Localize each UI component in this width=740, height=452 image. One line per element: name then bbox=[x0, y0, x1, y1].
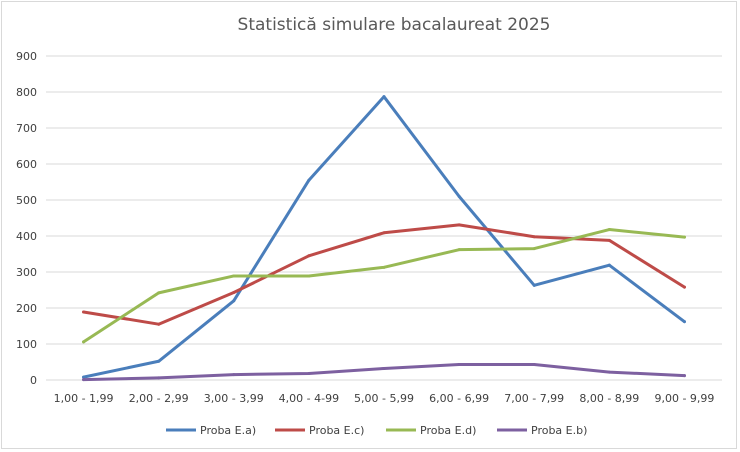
data-point bbox=[532, 283, 536, 287]
y-tick-label: 800 bbox=[16, 86, 37, 99]
data-point bbox=[382, 95, 386, 99]
data-point bbox=[82, 375, 86, 379]
data-point bbox=[682, 285, 686, 289]
x-tick-label: 2,00 - 2,99 bbox=[129, 392, 189, 405]
data-point bbox=[457, 363, 461, 367]
x-tick-label: 7,00 - 7,99 bbox=[504, 392, 564, 405]
data-point bbox=[682, 235, 686, 239]
data-point bbox=[382, 265, 386, 269]
gridlines bbox=[46, 55, 722, 381]
x-tick-label: 8,00 - 8,99 bbox=[579, 392, 639, 405]
data-point bbox=[532, 247, 536, 251]
data-point bbox=[157, 376, 161, 380]
data-point bbox=[307, 178, 311, 182]
series-line-3 bbox=[82, 228, 686, 344]
data-point bbox=[307, 274, 311, 278]
data-point bbox=[457, 194, 461, 198]
series-line-2 bbox=[82, 223, 686, 326]
x-tick-label: 1,00 - 1,99 bbox=[54, 392, 114, 405]
x-tick-label: 4,00 - 4-99 bbox=[279, 392, 339, 405]
data-point bbox=[157, 359, 161, 363]
data-point bbox=[82, 310, 86, 314]
y-tick-label: 900 bbox=[16, 50, 37, 63]
legend-label: Proba E.c) bbox=[309, 424, 364, 437]
chart-title: Statistică simulare bacalaureat 2025 bbox=[238, 15, 551, 35]
x-axis-ticks: 1,00 - 1,99 2,00 - 2,99 3,00 - 3,99 4,00 - … bbox=[54, 392, 715, 405]
data-point bbox=[82, 378, 86, 382]
data-point bbox=[607, 228, 611, 232]
legend-label: Proba E.b) bbox=[531, 424, 587, 437]
y-tick-label: 400 bbox=[16, 230, 37, 243]
data-point bbox=[232, 291, 236, 295]
data-point bbox=[157, 322, 161, 326]
y-tick-label: 0 bbox=[30, 374, 37, 387]
data-point bbox=[457, 248, 461, 252]
data-point bbox=[232, 373, 236, 377]
legend-label: Proba E.a) bbox=[200, 424, 256, 437]
data-point bbox=[457, 223, 461, 227]
data-point bbox=[682, 374, 686, 378]
x-tick-label: 6,00 - 6,99 bbox=[429, 392, 489, 405]
data-point bbox=[382, 231, 386, 235]
data-point bbox=[232, 299, 236, 303]
x-tick-label: 5,00 - 5,99 bbox=[354, 392, 414, 405]
data-point bbox=[532, 235, 536, 239]
x-tick-label: 9,00 - 9,99 bbox=[654, 392, 714, 405]
y-tick-label: 500 bbox=[16, 194, 37, 207]
legend: Proba E.a) Proba E.c) Proba E.d) Proba E.b) bbox=[166, 424, 587, 437]
series-line-1 bbox=[82, 95, 686, 379]
data-point bbox=[307, 254, 311, 258]
data-point bbox=[607, 263, 611, 267]
data-point bbox=[232, 274, 236, 278]
y-axis-ticks: 0 100 200 300 400 500 600 700 800 900 bbox=[16, 50, 37, 387]
y-tick-label: 300 bbox=[16, 266, 37, 279]
y-tick-label: 700 bbox=[16, 122, 37, 135]
y-tick-label: 100 bbox=[16, 338, 37, 351]
data-point bbox=[682, 320, 686, 324]
x-tick-label: 3,00 - 3,99 bbox=[204, 392, 264, 405]
data-point bbox=[607, 370, 611, 374]
series-lines bbox=[82, 95, 686, 382]
data-point bbox=[382, 366, 386, 370]
data-point bbox=[157, 291, 161, 295]
legend-label: Proba E.d) bbox=[420, 424, 476, 437]
data-point bbox=[607, 238, 611, 242]
data-point bbox=[82, 340, 86, 344]
y-tick-label: 600 bbox=[16, 158, 37, 171]
data-point bbox=[307, 372, 311, 376]
y-tick-label: 200 bbox=[16, 302, 37, 315]
series-line-4 bbox=[82, 363, 686, 382]
data-point bbox=[532, 363, 536, 367]
